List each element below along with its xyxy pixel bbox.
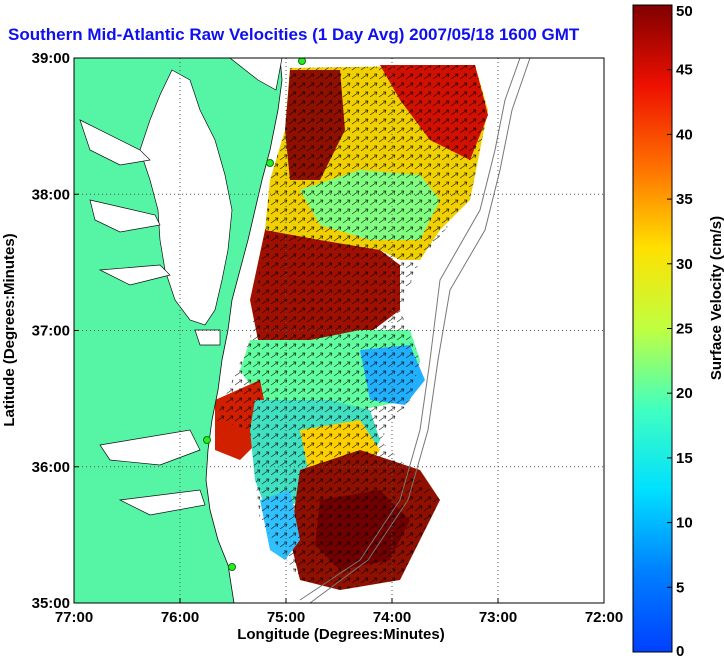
colorbar-label: Surface Velocity (cm/s) [708,216,724,380]
x-axis-label: Longitude (Degrees:Minutes) [237,626,445,643]
velocity-vectors [215,65,488,590]
y-axis: 39:00 38:00 37:00 36:00 35:00 [32,50,79,612]
chesapeake-bay [79,58,283,516]
x-tick-label: 74:00 [373,609,411,626]
y-tick-label: 37:00 [32,323,70,340]
station-dot [228,563,236,571]
y-tick-label: 38:00 [32,186,70,203]
grid-lines [74,58,604,603]
colorbar-tick-label: 30 [676,256,693,273]
station-dot [266,159,274,167]
station-dot [203,436,211,444]
y-tick-label: 39:00 [32,50,70,67]
colorbar-tick-label: 10 [676,515,693,532]
y-tick-label: 35:00 [32,595,70,612]
x-tick-label: 75:00 [267,609,305,626]
x-tick-label: 72:00 [585,609,623,626]
colorbar-tick-label: 45 [676,62,693,79]
x-axis: 77:00 76:00 75:00 74:00 73:00 72:00 [55,598,623,626]
colorbar [632,4,673,653]
colorbar-tick-label: 5 [676,579,684,596]
plot-area [74,58,604,603]
x-tick-label: 77:00 [55,609,93,626]
y-tick-label: 36:00 [32,459,70,476]
x-tick-label: 73:00 [479,609,517,626]
colorbar-tick-label: 40 [676,126,693,143]
x-tick-label: 76:00 [161,609,199,626]
colorbar-tick-label: 0 [676,643,684,659]
colorbar-tick-label: 25 [676,321,693,338]
y-axis-label: Latitude (Degrees:Minutes) [1,233,18,426]
colorbar-tick-label: 15 [676,450,693,467]
station-dot [298,58,306,65]
bathymetry-contours [299,58,531,603]
colorbar-tick-label: 50 [676,3,693,20]
colorbar-tick-label: 35 [676,191,693,208]
colorbar-ticks: 0 5 10 15 20 25 30 35 40 45 50 [667,3,693,659]
colorbar-tick-label: 20 [676,385,693,402]
radar-stations [203,58,306,571]
chart-title: Southern Mid-Atlantic Raw Velocities (1 … [8,25,580,44]
